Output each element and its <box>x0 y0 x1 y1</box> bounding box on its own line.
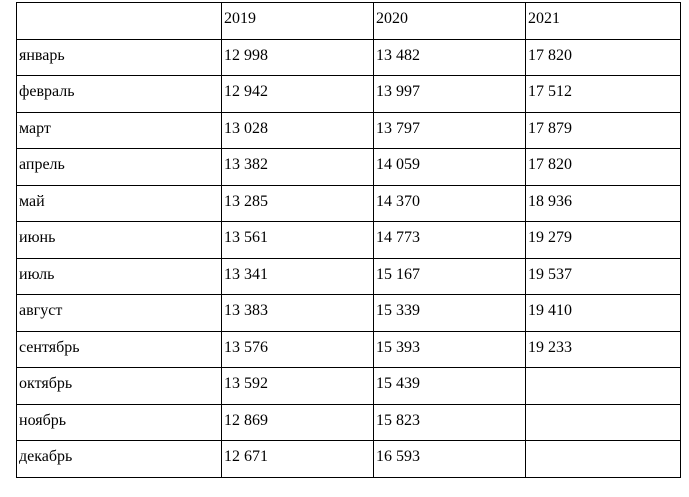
value-cell-2021 <box>525 403 681 441</box>
value-cell-2019: 13 576 <box>221 330 374 368</box>
header-cell-empty <box>16 2 222 40</box>
month-cell: сентябрь <box>16 330 222 368</box>
month-cell: май <box>16 184 222 222</box>
value-cell-2019: 13 561 <box>221 221 374 259</box>
table-row: март 13 028 13 797 17 879 <box>16 111 681 149</box>
value-cell-2020: 15 339 <box>373 294 526 332</box>
value-cell-2020: 16 593 <box>373 440 526 478</box>
month-cell: январь <box>16 38 222 76</box>
table-row: декабрь 12 671 16 593 <box>16 440 681 478</box>
value-cell-2020: 14 059 <box>373 148 526 186</box>
value-cell-2020: 15 439 <box>373 367 526 405</box>
table-row: апрель 13 382 14 059 17 820 <box>16 148 681 186</box>
table-container: 2019 2020 2021 январь 12 998 13 482 17 8… <box>16 2 681 478</box>
table-row: август 13 383 15 339 19 410 <box>16 294 681 332</box>
value-cell-2021: 17 879 <box>525 111 681 149</box>
table-row: январь 12 998 13 482 17 820 <box>16 38 681 76</box>
month-cell: ноябрь <box>16 403 222 441</box>
value-cell-2020: 15 167 <box>373 257 526 295</box>
table-row: октябрь 13 592 15 439 <box>16 367 681 405</box>
value-cell-2019: 12 942 <box>221 75 374 113</box>
value-cell-2019: 12 869 <box>221 403 374 441</box>
value-cell-2019: 13 383 <box>221 294 374 332</box>
value-cell-2019: 13 382 <box>221 148 374 186</box>
month-cell: февраль <box>16 75 222 113</box>
value-cell-2020: 15 823 <box>373 403 526 441</box>
month-cell: март <box>16 111 222 149</box>
value-cell-2019: 13 592 <box>221 367 374 405</box>
month-cell: октябрь <box>16 367 222 405</box>
table-row: май 13 285 14 370 18 936 <box>16 184 681 222</box>
value-cell-2021: 19 233 <box>525 330 681 368</box>
value-cell-2019: 13 341 <box>221 257 374 295</box>
value-cell-2021: 17 820 <box>525 38 681 76</box>
value-cell-2019: 13 285 <box>221 184 374 222</box>
value-cell-2020: 14 370 <box>373 184 526 222</box>
header-cell-2021: 2021 <box>525 2 681 40</box>
value-cell-2021: 19 279 <box>525 221 681 259</box>
value-cell-2020: 14 773 <box>373 221 526 259</box>
value-cell-2021: 17 512 <box>525 75 681 113</box>
header-cell-2020: 2020 <box>373 2 526 40</box>
value-cell-2021: 19 537 <box>525 257 681 295</box>
value-cell-2020: 15 393 <box>373 330 526 368</box>
value-cell-2021 <box>525 440 681 478</box>
month-cell: июль <box>16 257 222 295</box>
table-row: ноябрь 12 869 15 823 <box>16 403 681 441</box>
table-row: июль 13 341 15 167 19 537 <box>16 257 681 295</box>
value-cell-2021: 17 820 <box>525 148 681 186</box>
month-cell: декабрь <box>16 440 222 478</box>
value-cell-2021: 19 410 <box>525 294 681 332</box>
value-cell-2019: 12 998 <box>221 38 374 76</box>
table-row: сентябрь 13 576 15 393 19 233 <box>16 330 681 368</box>
value-cell-2020: 13 797 <box>373 111 526 149</box>
month-cell: апрель <box>16 148 222 186</box>
value-cell-2019: 13 028 <box>221 111 374 149</box>
value-cell-2019: 12 671 <box>221 440 374 478</box>
table-row: февраль 12 942 13 997 17 512 <box>16 75 681 113</box>
month-cell: август <box>16 294 222 332</box>
value-cell-2021 <box>525 367 681 405</box>
header-cell-2019: 2019 <box>221 2 374 40</box>
table-header-row: 2019 2020 2021 <box>16 2 681 40</box>
value-cell-2021: 18 936 <box>525 184 681 222</box>
value-cell-2020: 13 482 <box>373 38 526 76</box>
value-cell-2020: 13 997 <box>373 75 526 113</box>
monthly-data-table: 2019 2020 2021 январь 12 998 13 482 17 8… <box>16 2 681 478</box>
month-cell: июнь <box>16 221 222 259</box>
table-row: июнь 13 561 14 773 19 279 <box>16 221 681 259</box>
